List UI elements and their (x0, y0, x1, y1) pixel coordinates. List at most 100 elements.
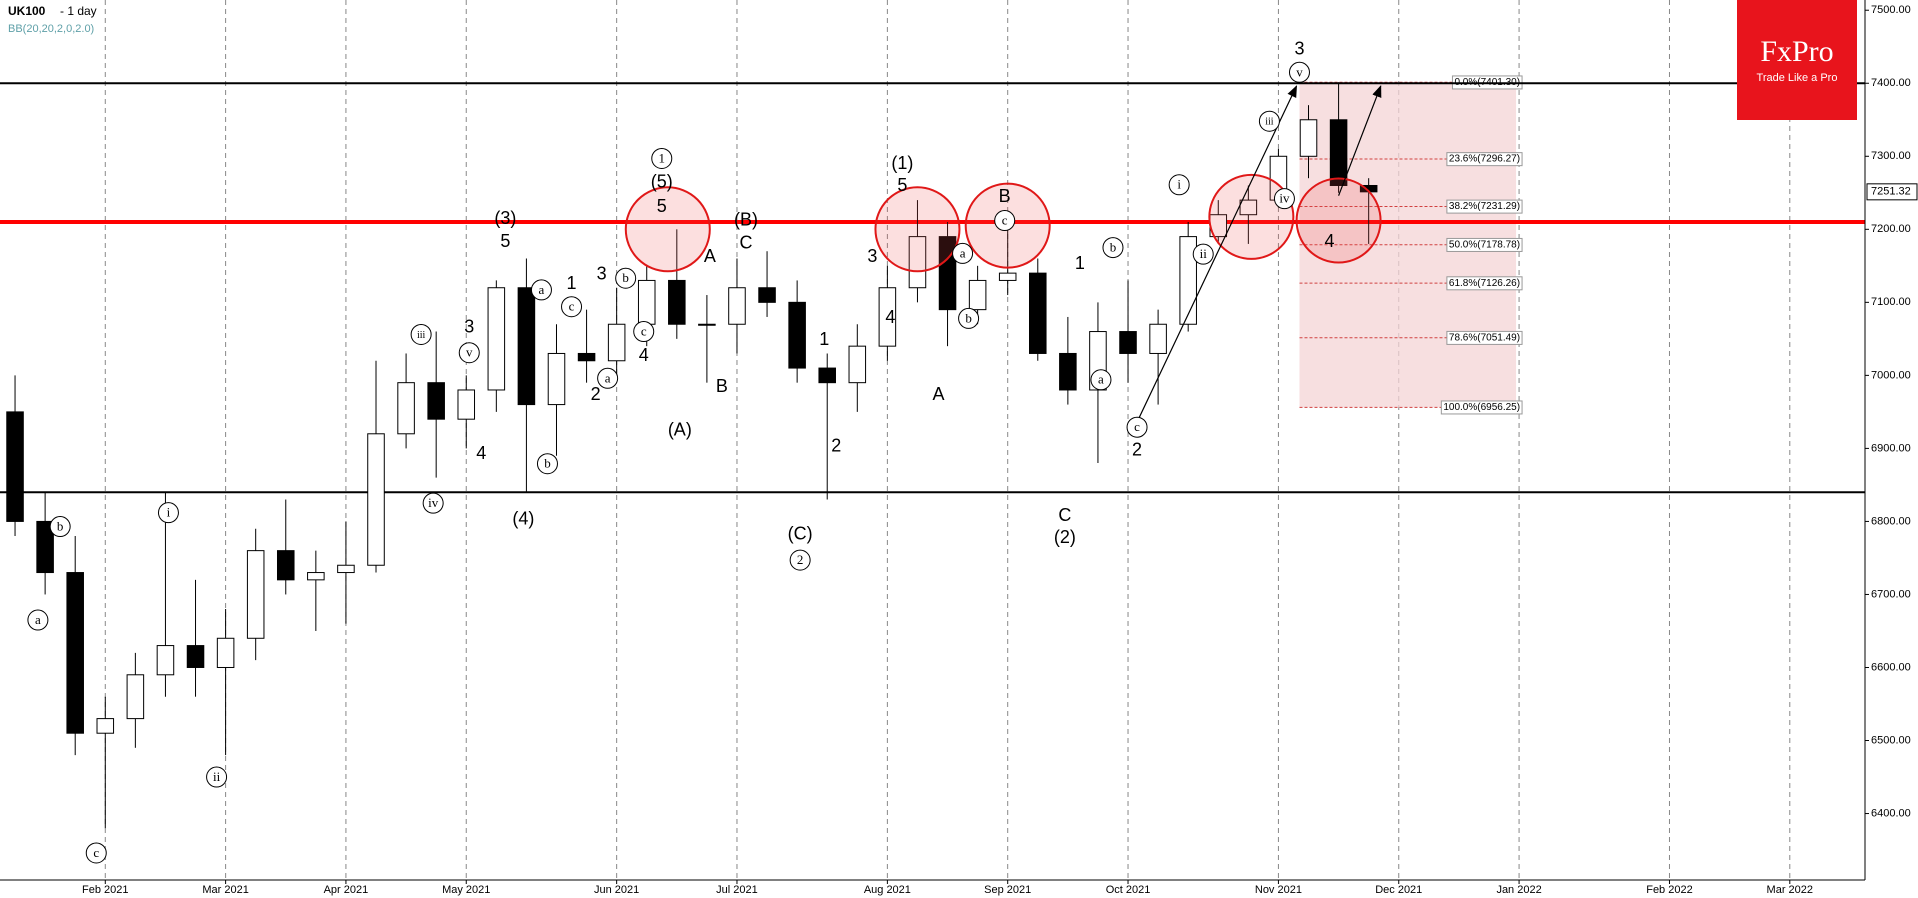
wave-circle (1168, 174, 1190, 196)
wave-label: 4 (476, 443, 486, 463)
y-tick-label: 6700.00 (1871, 588, 1911, 600)
candle-body (397, 382, 415, 435)
x-tick-label: Oct 2021 (1106, 884, 1151, 896)
wave-label: 1 (819, 329, 829, 349)
candle-body (36, 520, 54, 574)
wave-label: c (1002, 213, 1008, 228)
wave-circle (422, 492, 444, 514)
wave-label: 4 (639, 345, 649, 365)
candle-body (517, 287, 536, 406)
fib-label-box (1446, 330, 1523, 345)
candle-body (216, 637, 235, 668)
wave-circle (458, 342, 480, 364)
candle-body (878, 287, 897, 347)
candle-body (156, 645, 175, 676)
y-tick-label: 6400.00 (1871, 807, 1911, 819)
highlight-circle (874, 186, 961, 273)
x-tick-label: Dec 2021 (1375, 884, 1422, 896)
chart-title: UK100 (8, 4, 46, 18)
lines-layer (0, 82, 1865, 494)
wave-circle (615, 267, 637, 289)
highlight-circle (1295, 177, 1382, 264)
wave-circle (85, 842, 107, 864)
y-tick-label: 7300.00 (1871, 150, 1911, 162)
candle-body (998, 272, 1017, 281)
candle-body (126, 674, 145, 720)
wave-circle (789, 549, 811, 571)
candle-body (818, 367, 836, 384)
candle-body (848, 345, 867, 384)
wave-circle (1126, 416, 1148, 438)
wave-circle (1273, 188, 1295, 210)
highlight-circle (624, 186, 711, 273)
y-tick-label: 7100.00 (1871, 296, 1911, 308)
candle-body (337, 564, 355, 574)
wave-label: i (1177, 177, 1181, 192)
candle-body (1059, 352, 1077, 391)
wave-label: b (622, 270, 629, 285)
candle-body (1119, 331, 1137, 354)
fib-label: 38.2%(7231.29) (1449, 201, 1520, 212)
fib-label-box (1446, 276, 1523, 291)
candle-body (186, 645, 205, 668)
wave-label: 4 (1325, 231, 1335, 251)
candle-body (427, 382, 445, 420)
candle-body (457, 389, 476, 420)
wave-label: B (716, 376, 728, 396)
wave-circle (651, 147, 673, 169)
wave-label: iv (1279, 191, 1290, 206)
wave-label: 2 (831, 436, 841, 456)
wave-circle (1102, 237, 1124, 259)
wave-label: 5 (897, 175, 907, 195)
candle-body (577, 352, 596, 362)
candle-body (1149, 323, 1167, 354)
wave-circle (157, 502, 179, 524)
fib-label: 100.0%(6956.25) (1443, 402, 1520, 413)
y-tick-label: 7400.00 (1871, 77, 1911, 89)
x-tick-label: Jan 2022 (1496, 884, 1541, 896)
wave-label: ii (213, 769, 221, 784)
candle-body (698, 323, 716, 326)
wave-label: c (1134, 419, 1140, 434)
wave-label: ii (1200, 246, 1208, 261)
wave-label: a (605, 370, 611, 385)
wave-label: b (1110, 240, 1117, 255)
y-tick-label: 6800.00 (1871, 515, 1911, 527)
candle-body (1179, 236, 1197, 325)
wave-label: c (569, 299, 575, 314)
wave-label: v (1296, 64, 1303, 79)
indicator-label: BB(20,20,2,0,2.0) (8, 23, 94, 35)
fib-label-box (1446, 199, 1523, 214)
wave-label: iv (428, 495, 439, 510)
wave-label: 3 (464, 317, 474, 337)
fib-label-box (1446, 152, 1523, 167)
x-tick-label: May 2021 (442, 884, 490, 896)
candle-body (788, 301, 806, 369)
wave-label: a (1098, 372, 1104, 387)
wave-circle (1258, 110, 1280, 132)
fib-label: 23.6%(7296.27) (1449, 154, 1520, 165)
fib-label: 50.0%(7178.78) (1449, 239, 1520, 250)
wave-label: 2 (797, 552, 804, 567)
x-tick-label: Sep 2021 (984, 884, 1031, 896)
candle-body (1029, 272, 1047, 354)
wave-label: C (740, 233, 753, 253)
candle-body (307, 572, 325, 581)
candle-body (487, 287, 506, 391)
candle-body (6, 411, 24, 522)
wave-label: iii (1265, 117, 1274, 128)
candle-body (1239, 199, 1258, 216)
wave-label: 3 (597, 263, 607, 283)
wave-arrow (1338, 85, 1382, 196)
candle-layer (6, 82, 1378, 829)
wave-circle (1192, 243, 1214, 265)
fib-label: 78.6%(7051.49) (1449, 332, 1520, 343)
wave-label: A (933, 384, 945, 404)
candle-body (276, 550, 295, 581)
wave-circle (597, 367, 619, 389)
candle-body (547, 352, 566, 406)
wave-circle (536, 453, 558, 475)
